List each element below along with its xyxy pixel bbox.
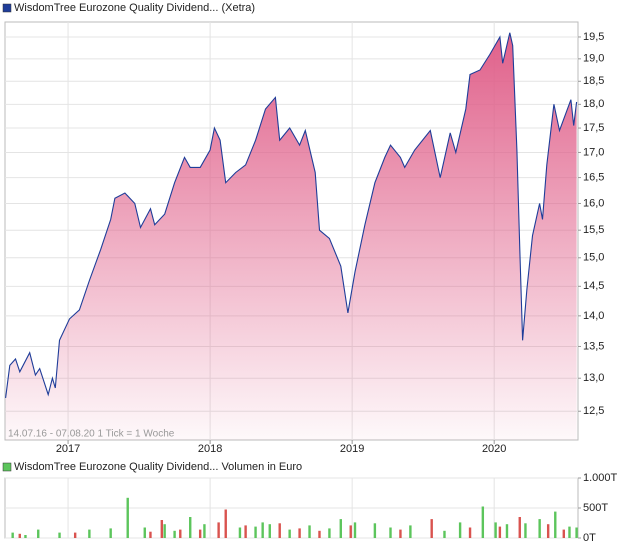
- volume-bar: [554, 511, 557, 538]
- volume-bar: [399, 529, 402, 538]
- volume-bar: [373, 523, 377, 538]
- y-tick-label: 17,0: [583, 146, 604, 158]
- y-tick-label: 15,5: [583, 224, 604, 236]
- note: 14.07.16 - 07.08.20 1 Tick = 1 Woche: [8, 429, 175, 440]
- volume-bar: [568, 526, 571, 538]
- volume-bar: [349, 525, 352, 538]
- volume-bar: [430, 519, 433, 538]
- volume-bar: [498, 526, 502, 538]
- volume-bar: [254, 526, 257, 538]
- y-tick-label: 0T: [583, 532, 596, 544]
- volume-bar: [261, 522, 264, 538]
- x-tick-label: 2017: [56, 443, 80, 455]
- volume-bar: [198, 529, 202, 538]
- volume-bar: [575, 527, 578, 538]
- volume-bar: [494, 522, 497, 538]
- y-tick-label: 14,5: [583, 280, 604, 292]
- volume-bar: [458, 522, 462, 538]
- volume-bar: [163, 524, 166, 538]
- volume-bar: [288, 529, 291, 538]
- y-tick-label: 14,0: [583, 310, 604, 322]
- volume-bar: [18, 533, 21, 538]
- volume-bar: [409, 525, 412, 538]
- volume-bar: [562, 529, 565, 538]
- volume-bar: [278, 523, 281, 538]
- volume-bar: [538, 519, 541, 538]
- volume-bar: [389, 527, 392, 538]
- volume-bar: [217, 522, 220, 538]
- volume-bar: [339, 519, 342, 538]
- volume-bar: [143, 527, 146, 538]
- y-tick-label: 1.000T: [583, 472, 618, 484]
- volume-bar: [24, 535, 27, 538]
- volume-bar: [173, 530, 176, 538]
- volume-bar: [224, 509, 227, 538]
- volume-bar: [160, 520, 164, 538]
- volume-bar: [268, 524, 271, 538]
- volume-bar: [481, 506, 485, 538]
- volume-bar: [505, 524, 509, 538]
- x-tick-label: 2018: [198, 443, 222, 455]
- volume-bar: [109, 528, 112, 538]
- chart-title: WisdomTree Eurozone Quality Dividend... …: [14, 2, 255, 14]
- volume-bar: [546, 524, 550, 538]
- y-tick-label: 500T: [583, 502, 608, 514]
- volume-bar: [189, 517, 192, 538]
- x-tick-label: 2020: [482, 443, 506, 455]
- y-tick-label: 17,5: [583, 122, 604, 134]
- volume-bar: [298, 528, 301, 538]
- volume-bar: [468, 527, 472, 538]
- volume-bar: [443, 530, 446, 538]
- price-line: [5, 32, 578, 398]
- legend-swatch: [2, 462, 12, 472]
- y-tick-label: 16,0: [583, 197, 604, 209]
- y-tick-label: 13,5: [583, 340, 604, 352]
- y-tick-label: 13,0: [583, 372, 604, 384]
- volume-bar: [203, 524, 206, 538]
- volume-bar: [126, 497, 129, 538]
- volume-bar: [73, 532, 77, 538]
- volume-bar: [353, 522, 357, 538]
- y-tick-label: 16,5: [583, 171, 604, 183]
- y-tick-label: 15,0: [583, 252, 604, 264]
- chart-title: WisdomTree Eurozone Quality Dividend... …: [14, 461, 302, 473]
- volume-bar: [11, 532, 14, 538]
- y-tick-label: 18,0: [583, 98, 604, 110]
- volume-bar: [179, 529, 182, 538]
- volume-bar: [149, 531, 152, 538]
- volume-bar: [308, 525, 311, 538]
- volume-bar: [88, 529, 91, 538]
- volume-bar: [244, 525, 247, 538]
- volume-bar: [524, 523, 527, 538]
- y-tick-label: 12,5: [583, 405, 604, 417]
- y-tick-label: 18,5: [583, 75, 604, 87]
- volume-bar: [238, 527, 242, 538]
- volume-bar: [318, 530, 321, 538]
- volume-bar: [518, 517, 521, 538]
- y-tick-label: 19,0: [583, 53, 604, 65]
- volume-bar: [328, 528, 331, 538]
- legend-swatch: [2, 3, 12, 13]
- area-fill: [5, 32, 577, 440]
- volume-bar: [58, 532, 61, 538]
- y-tick-label: 19,5: [583, 31, 604, 43]
- volume-bar: [37, 529, 40, 538]
- x-tick-label: 2019: [340, 443, 364, 455]
